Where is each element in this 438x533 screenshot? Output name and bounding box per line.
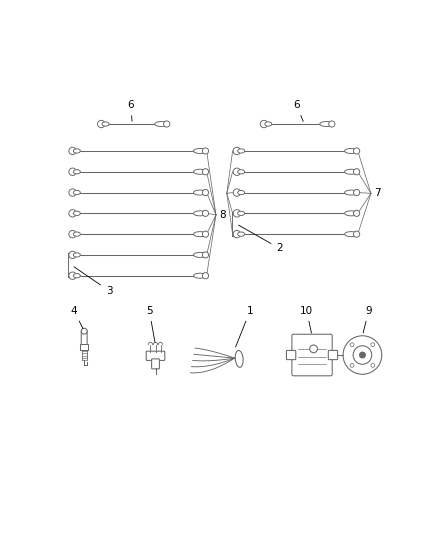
- Ellipse shape: [345, 169, 358, 174]
- Ellipse shape: [238, 149, 245, 153]
- Text: 6: 6: [293, 100, 303, 122]
- Circle shape: [69, 189, 76, 196]
- Circle shape: [164, 121, 170, 127]
- Circle shape: [233, 209, 240, 217]
- Ellipse shape: [320, 122, 333, 126]
- Circle shape: [359, 352, 366, 358]
- FancyBboxPatch shape: [292, 334, 332, 376]
- Ellipse shape: [345, 190, 358, 195]
- Circle shape: [233, 147, 240, 155]
- Circle shape: [328, 121, 335, 127]
- Ellipse shape: [194, 149, 207, 154]
- Circle shape: [69, 272, 76, 279]
- Circle shape: [202, 231, 208, 237]
- Text: 1: 1: [236, 306, 253, 347]
- Ellipse shape: [194, 169, 207, 174]
- Circle shape: [353, 346, 372, 364]
- Ellipse shape: [73, 253, 80, 257]
- Circle shape: [353, 231, 360, 237]
- Circle shape: [202, 252, 208, 258]
- Circle shape: [69, 251, 76, 259]
- Circle shape: [69, 147, 76, 155]
- Ellipse shape: [73, 169, 80, 174]
- Text: 10: 10: [300, 306, 313, 333]
- Ellipse shape: [194, 273, 207, 278]
- Ellipse shape: [265, 122, 272, 126]
- Circle shape: [202, 168, 208, 175]
- Ellipse shape: [194, 211, 207, 216]
- Ellipse shape: [345, 149, 358, 154]
- Text: 3: 3: [74, 267, 112, 296]
- Ellipse shape: [73, 190, 80, 195]
- Text: 2: 2: [239, 225, 283, 253]
- Circle shape: [353, 210, 360, 216]
- Text: 5: 5: [146, 306, 155, 342]
- Text: 7: 7: [374, 188, 381, 198]
- Circle shape: [343, 336, 382, 374]
- Circle shape: [233, 168, 240, 175]
- FancyBboxPatch shape: [81, 330, 87, 346]
- Circle shape: [202, 148, 208, 154]
- FancyBboxPatch shape: [152, 359, 159, 369]
- Text: 8: 8: [219, 210, 226, 220]
- Circle shape: [69, 168, 76, 175]
- Ellipse shape: [155, 122, 168, 126]
- Circle shape: [353, 148, 360, 154]
- Ellipse shape: [194, 190, 207, 195]
- Circle shape: [233, 189, 240, 196]
- Ellipse shape: [238, 190, 245, 195]
- Ellipse shape: [194, 253, 207, 257]
- Circle shape: [371, 343, 375, 346]
- Circle shape: [371, 364, 375, 367]
- Circle shape: [202, 273, 208, 279]
- Ellipse shape: [238, 211, 245, 215]
- Circle shape: [233, 230, 240, 238]
- Ellipse shape: [73, 232, 80, 236]
- Circle shape: [202, 210, 208, 216]
- Text: 4: 4: [71, 306, 83, 329]
- FancyBboxPatch shape: [146, 351, 165, 360]
- FancyBboxPatch shape: [286, 350, 296, 360]
- Ellipse shape: [73, 273, 80, 278]
- Circle shape: [353, 168, 360, 175]
- Ellipse shape: [194, 232, 207, 237]
- Circle shape: [260, 120, 268, 128]
- Ellipse shape: [235, 350, 243, 367]
- Ellipse shape: [73, 211, 80, 215]
- Circle shape: [98, 120, 105, 128]
- Ellipse shape: [102, 122, 109, 126]
- Ellipse shape: [73, 149, 80, 153]
- Circle shape: [353, 189, 360, 196]
- Ellipse shape: [345, 232, 358, 237]
- Circle shape: [69, 209, 76, 217]
- Circle shape: [81, 328, 87, 334]
- Circle shape: [350, 364, 354, 367]
- Ellipse shape: [238, 169, 245, 174]
- Circle shape: [350, 343, 354, 346]
- Circle shape: [202, 189, 208, 196]
- FancyBboxPatch shape: [80, 344, 88, 350]
- FancyBboxPatch shape: [328, 350, 338, 360]
- Text: 9: 9: [363, 306, 372, 333]
- Text: 6: 6: [127, 100, 134, 121]
- Circle shape: [310, 345, 318, 353]
- Circle shape: [69, 230, 76, 238]
- Ellipse shape: [345, 211, 358, 216]
- Ellipse shape: [238, 232, 245, 236]
